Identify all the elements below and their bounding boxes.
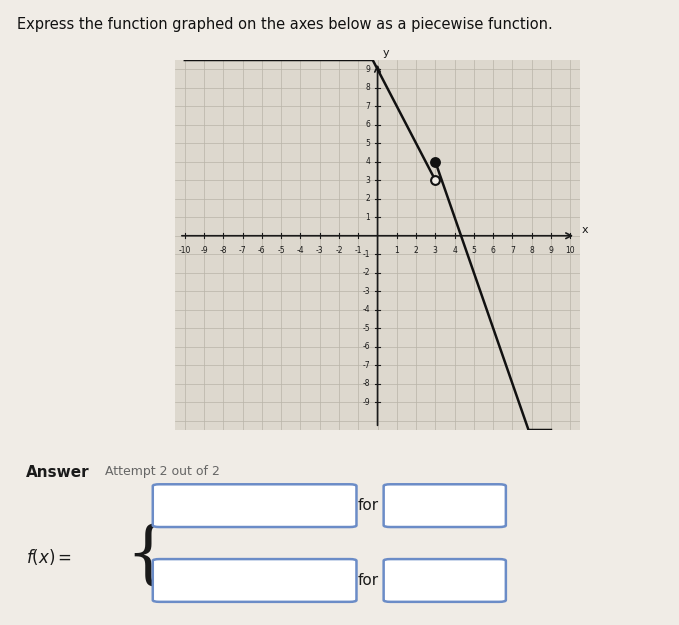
Text: 6: 6: [491, 246, 496, 255]
Text: 1: 1: [365, 213, 370, 222]
Text: -4: -4: [297, 246, 304, 255]
Text: Answer: Answer: [26, 465, 90, 480]
FancyBboxPatch shape: [153, 484, 356, 527]
Text: 9: 9: [549, 246, 553, 255]
Text: Attempt 2 out of 2: Attempt 2 out of 2: [105, 465, 220, 478]
Text: 9: 9: [365, 65, 370, 74]
Text: -6: -6: [258, 246, 265, 255]
Point: [430, 175, 441, 185]
Text: -2: -2: [335, 246, 343, 255]
Text: 5: 5: [365, 139, 370, 148]
Text: -2: -2: [363, 268, 370, 278]
Text: -8: -8: [219, 246, 227, 255]
Text: x: x: [582, 225, 589, 235]
Text: 4: 4: [365, 158, 370, 166]
Text: -9: -9: [363, 398, 370, 407]
Text: -8: -8: [363, 379, 370, 388]
Text: 3: 3: [433, 246, 438, 255]
Text: -3: -3: [363, 287, 370, 296]
FancyBboxPatch shape: [384, 559, 506, 602]
Text: for: for: [358, 498, 379, 513]
Text: -9: -9: [200, 246, 208, 255]
Text: -5: -5: [363, 324, 370, 332]
Text: -10: -10: [179, 246, 191, 255]
Text: 7: 7: [365, 102, 370, 111]
Text: -6: -6: [363, 342, 370, 351]
FancyBboxPatch shape: [384, 484, 506, 527]
Text: 5: 5: [471, 246, 476, 255]
Text: -7: -7: [239, 246, 246, 255]
Text: 2: 2: [414, 246, 418, 255]
Text: -4: -4: [363, 305, 370, 314]
Text: Express the function graphed on the axes below as a piecewise function.: Express the function graphed on the axes…: [17, 18, 553, 32]
Text: 2: 2: [365, 194, 370, 203]
Text: 10: 10: [566, 246, 575, 255]
Text: 8: 8: [365, 83, 370, 92]
Text: -3: -3: [316, 246, 323, 255]
Text: -7: -7: [363, 361, 370, 370]
Text: y: y: [382, 48, 389, 58]
Text: 8: 8: [530, 246, 534, 255]
Point: [430, 157, 441, 167]
Text: $f(x) =$: $f(x) =$: [26, 548, 72, 568]
Text: 1: 1: [394, 246, 399, 255]
Text: 7: 7: [510, 246, 515, 255]
Text: -1: -1: [363, 250, 370, 259]
Text: 3: 3: [365, 176, 370, 185]
Text: {: {: [126, 524, 170, 591]
Text: 6: 6: [365, 120, 370, 129]
Text: -5: -5: [277, 246, 285, 255]
Text: for: for: [358, 573, 379, 588]
Text: -1: -1: [354, 246, 362, 255]
FancyBboxPatch shape: [153, 559, 356, 602]
Text: 4: 4: [452, 246, 457, 255]
